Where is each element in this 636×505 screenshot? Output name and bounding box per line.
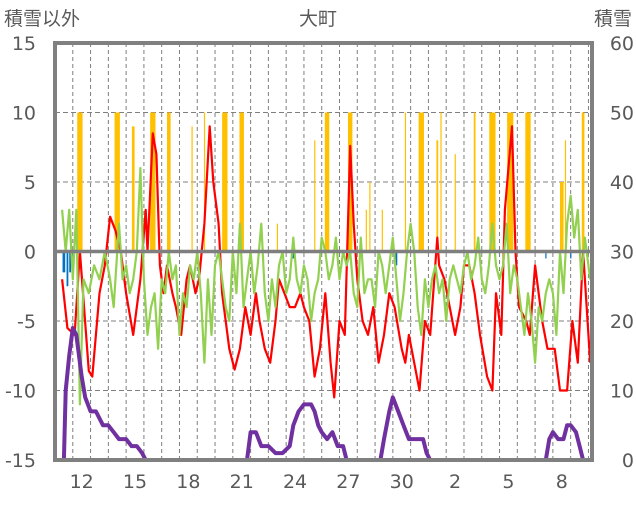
left-tick-label: -10 <box>5 381 36 403</box>
orange-bar <box>454 154 456 252</box>
orange-bar <box>404 112 407 252</box>
x-tick-label: 15 <box>123 471 147 493</box>
x-tick-label: 24 <box>283 471 307 493</box>
orange-bar <box>440 112 442 252</box>
right-tick-label: 60 <box>610 33 634 55</box>
right-tick-label: 50 <box>610 103 634 125</box>
orange-bar <box>167 112 171 252</box>
left-tick-label: 0 <box>24 242 36 264</box>
x-tick-label: 8 <box>556 471 568 493</box>
right-tick-label: 10 <box>610 381 634 403</box>
orange-bar <box>381 209 383 252</box>
orange-bar <box>114 112 120 252</box>
x-tick-label: 12 <box>70 471 94 493</box>
orange-bar <box>365 209 367 252</box>
orange-bar <box>239 112 244 252</box>
left-tick-label: 5 <box>24 172 36 194</box>
orange-bar <box>150 112 156 252</box>
right-axis-label: 積雪 <box>594 8 632 30</box>
blue-bar <box>69 251 72 273</box>
orange-bar <box>191 126 193 252</box>
left-tick-label: -5 <box>17 311 36 333</box>
left-tick-label: 15 <box>12 33 36 55</box>
bars <box>62 112 585 287</box>
blue-bar <box>545 251 547 259</box>
plot-frame <box>53 41 594 462</box>
orange-bar <box>473 112 476 252</box>
orange-bar <box>581 112 585 252</box>
blue-bar <box>66 251 69 287</box>
right-tick-label: 20 <box>610 311 634 333</box>
orange-bar <box>418 112 424 252</box>
blue-bar <box>395 251 398 266</box>
orange-bar <box>131 126 135 252</box>
right-tick-label: 0 <box>622 450 634 472</box>
orange-bar <box>507 112 514 252</box>
orange-bar <box>436 140 439 252</box>
right-tick-label: 40 <box>610 172 634 194</box>
x-tick-label: 27 <box>336 471 360 493</box>
orange-bar <box>525 112 531 252</box>
orange-bar <box>77 112 83 252</box>
blue-bar <box>570 251 572 259</box>
snow-depth-line <box>55 326 592 462</box>
orange-bar <box>324 112 330 252</box>
x-tick-label: 2 <box>449 471 461 493</box>
orange-bar <box>369 182 371 252</box>
left-tick-label: -15 <box>5 450 36 472</box>
left-axis-label: 積雪以外 <box>4 8 80 30</box>
orange-bar <box>222 112 228 252</box>
orange-bar <box>489 112 496 252</box>
orange-bar <box>559 182 564 252</box>
orange-bar <box>276 223 279 252</box>
chart-title: 大町 <box>299 8 337 30</box>
left-tick-label: 10 <box>12 103 36 125</box>
right-tick-label: 30 <box>610 242 634 264</box>
x-tick-label: 30 <box>390 471 414 493</box>
x-tick-label: 21 <box>230 471 254 493</box>
green-line <box>61 167 592 406</box>
blue-bar <box>62 251 66 273</box>
orange-bar <box>314 140 316 252</box>
blue-bar <box>291 251 295 259</box>
x-tick-label: 18 <box>176 471 200 493</box>
axes <box>53 41 594 462</box>
orange-bar <box>203 112 206 252</box>
x-tick-label: 5 <box>502 471 514 493</box>
orange-bar <box>564 140 567 252</box>
red-line <box>61 125 592 399</box>
